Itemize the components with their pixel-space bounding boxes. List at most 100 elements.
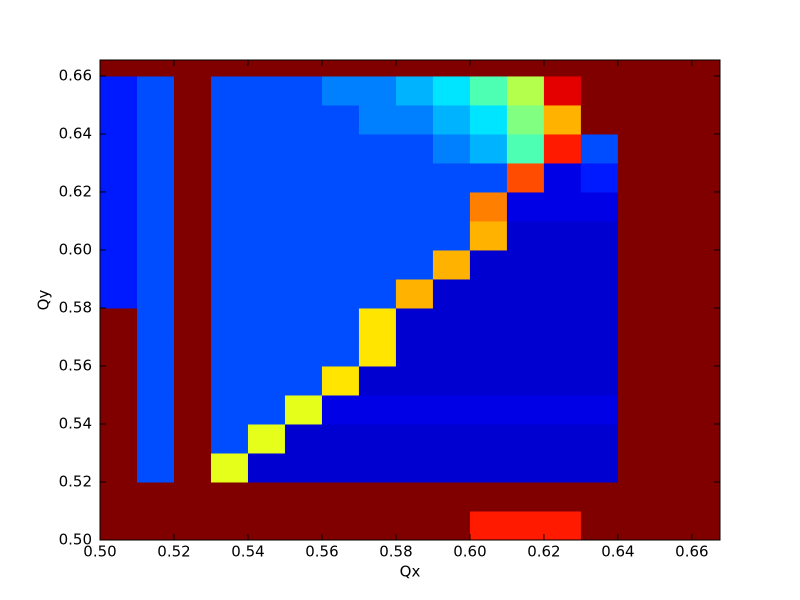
heatmap-cell [247,278,286,309]
x-tick-label: 0.50 [83,543,116,561]
heatmap-cell [469,365,508,396]
heatmap-cell [543,133,582,164]
heatmap-cell [136,278,175,309]
heatmap-cell [432,278,471,309]
heatmap-cell [691,60,721,77]
heatmap-cell [100,75,138,106]
heatmap-cell [617,307,656,338]
heatmap-cell [654,336,693,367]
heatmap-cell [654,452,693,483]
heatmap-cell [284,510,323,541]
heatmap-cell [173,452,212,483]
heatmap-cell [284,394,323,425]
heatmap-cell [617,249,656,280]
heatmap-cell [617,510,656,541]
heatmap-cell [100,394,138,425]
heatmap-cell [173,249,212,280]
heatmap-cell [173,104,212,135]
heatmap-cell [654,278,693,309]
heatmap-cell [432,481,471,512]
y-tick-label: 0.56 [59,356,92,374]
heatmap-cell [247,365,286,396]
y-tick-label: 0.66 [59,66,92,84]
heatmap-cell [321,249,360,280]
heatmap-cell [506,481,545,512]
heatmap-cell [321,481,360,512]
heatmap-cell [654,60,693,77]
plot-frame [99,59,721,541]
heatmap-cell [506,104,545,135]
heatmap-cell [580,307,619,338]
heatmap-cell [506,278,545,309]
heatmap-cell [543,75,582,106]
heatmap-cell [654,220,693,251]
heatmap-cell [395,394,434,425]
y-tick-label: 0.58 [59,298,92,316]
heatmap-cell [210,423,249,454]
heatmap-cell [358,191,397,222]
heatmap-cell [432,104,471,135]
heatmap-cell [358,510,397,541]
heatmap-cell [247,162,286,193]
heatmap-cell [543,481,582,512]
heatmap-cell [321,60,360,77]
heatmap-cell [580,365,619,396]
heatmap-cell [395,75,434,106]
heatmap-cell [506,249,545,280]
heatmap-cell [210,60,249,77]
heatmap-cell [210,452,249,483]
y-tick-label: 0.52 [59,472,92,490]
heatmap-cell [543,104,582,135]
heatmap-cell [136,452,175,483]
heatmap-cell [210,162,249,193]
heatmap-cell [100,249,138,280]
heatmap-cell [580,162,619,193]
heatmap-cell [432,423,471,454]
heatmap-cell [543,60,582,77]
heatmap-cell [543,220,582,251]
heatmap-cell [469,60,508,77]
heatmap-cell [210,510,249,541]
heatmap-cell [247,104,286,135]
heatmap-cell [395,307,434,338]
heatmap-cell [469,75,508,106]
heatmap [100,60,721,541]
heatmap-cell [321,104,360,135]
heatmap-cell [617,133,656,164]
heatmap-cell [136,365,175,396]
heatmap-cell [506,510,545,541]
heatmap-cell [100,191,138,222]
heatmap-cell [358,394,397,425]
heatmap-cell [284,162,323,193]
heatmap-cell [506,60,545,77]
heatmap-cell [173,481,212,512]
heatmap-cell [395,191,434,222]
heatmap-cell [100,452,138,483]
heatmap-cell [469,481,508,512]
heatmap-cell [506,394,545,425]
heatmap-cell [432,133,471,164]
heatmap-cell [395,510,434,541]
heatmap-cell [358,307,397,338]
heatmap-cell [321,133,360,164]
heatmap-cell [543,510,582,541]
heatmap-cell [100,220,138,251]
heatmap-cell [432,510,471,541]
heatmap-cell [543,365,582,396]
heatmap-cell [136,220,175,251]
axes: 0.50 0.52 0.54 0.56 0.58 0.60 0.62 0.64 0.66 0.50… [59,60,720,561]
heatmap-cell [321,220,360,251]
heatmap-cell [617,191,656,222]
heatmap-cell [173,220,212,251]
heatmap-cell [691,104,721,135]
heatmap-cell [432,394,471,425]
y-axis-label: Qy [35,290,53,311]
heatmap-cell [358,60,397,77]
heatmap-cell [617,75,656,106]
y-tick-label: 0.64 [59,124,92,142]
heatmap-cell [654,162,693,193]
heatmap-cell [654,394,693,425]
heatmap-cell [469,394,508,425]
heatmap-cell [358,75,397,106]
heatmap-cell [691,191,721,222]
